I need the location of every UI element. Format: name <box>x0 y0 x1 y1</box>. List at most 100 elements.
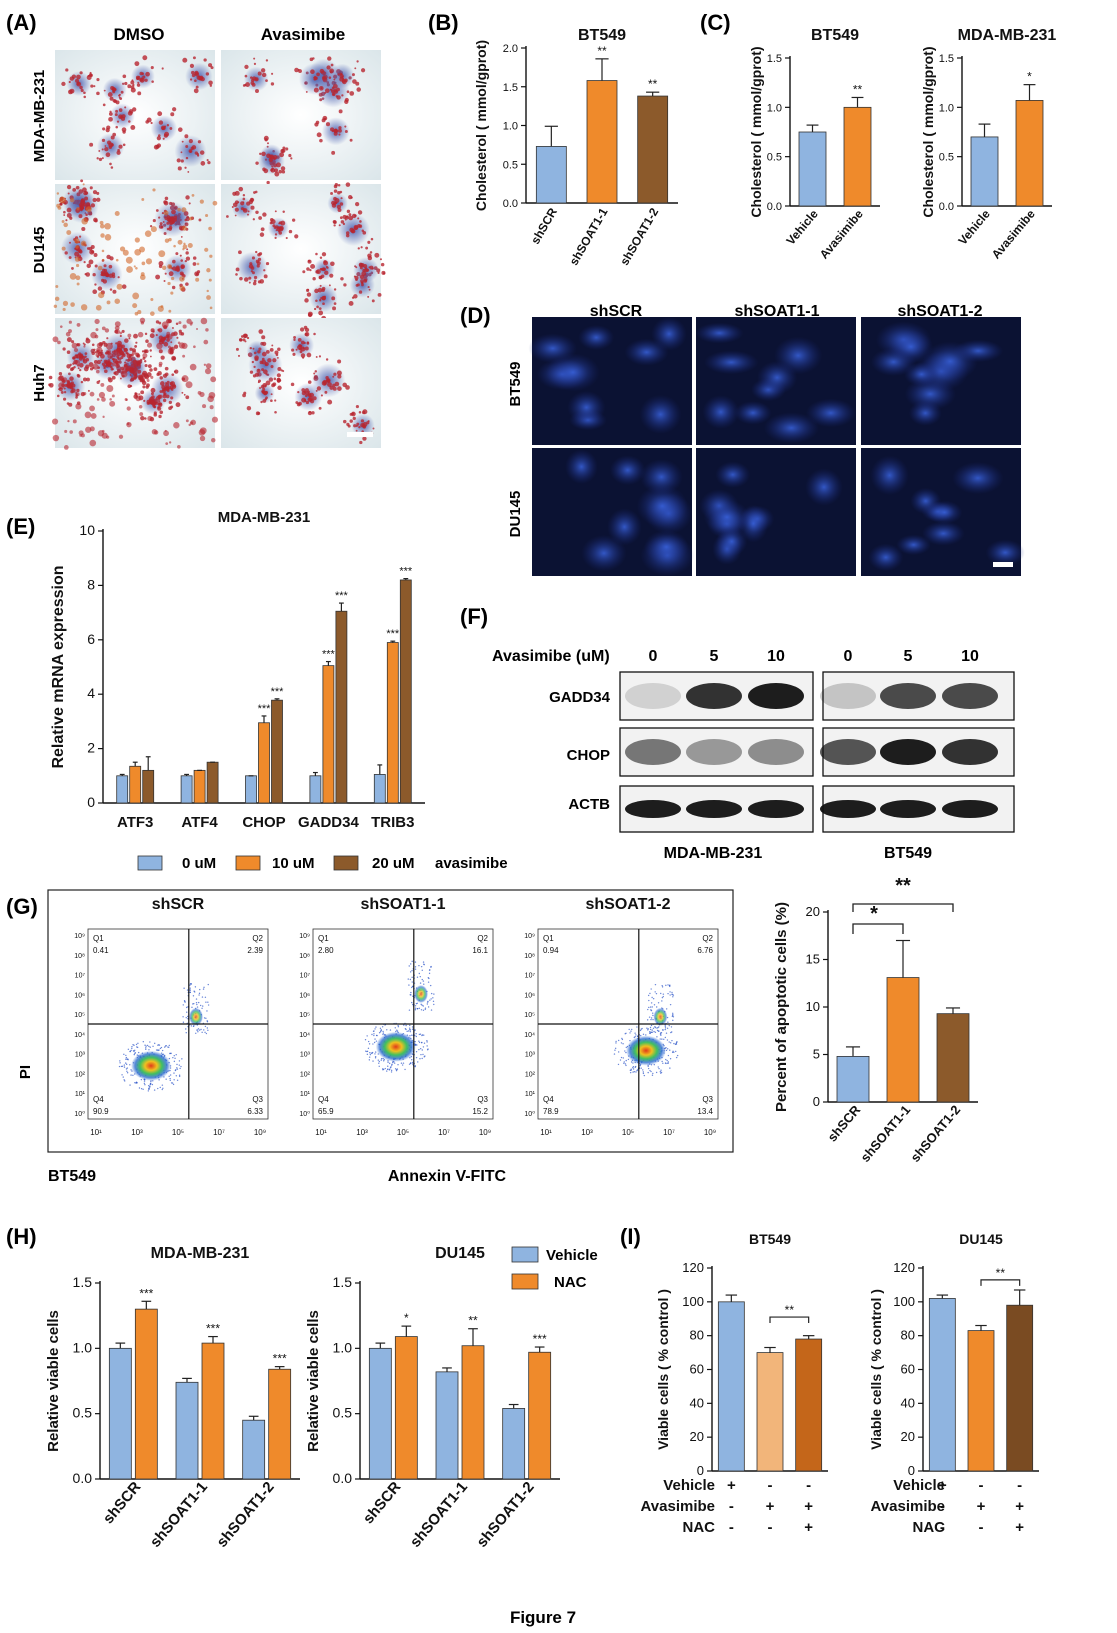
lipid-droplet <box>128 120 131 123</box>
lipid-droplet <box>93 85 96 88</box>
event-dot <box>411 1026 414 1028</box>
lipid-droplet <box>111 272 116 276</box>
event-dot <box>632 1062 634 1064</box>
lipid-droplet <box>101 326 106 331</box>
bar <box>717 1301 745 1472</box>
lipid-droplet <box>269 347 274 352</box>
lipid-droplet <box>163 133 168 138</box>
quadrant-value: 65.9 <box>318 1107 334 1116</box>
lipid-droplet <box>62 300 69 306</box>
lipid-droplet <box>159 410 164 415</box>
lipid-droplet <box>342 214 347 220</box>
lipid-droplet <box>235 273 238 276</box>
lipid-droplet <box>344 130 348 134</box>
lipid-droplet <box>185 282 189 286</box>
lipid-droplet <box>59 325 63 328</box>
event-dot <box>147 1090 150 1092</box>
y-tick-label: 0.0 <box>73 1470 93 1486</box>
event-dot <box>629 1032 631 1034</box>
event-dot <box>200 1028 202 1031</box>
lipid-droplet <box>326 266 329 269</box>
lipid-droplet <box>277 230 281 233</box>
event-dot <box>647 1071 649 1074</box>
lipid-droplet <box>101 397 106 402</box>
lipid-droplet <box>319 256 323 259</box>
lipid-droplet <box>75 245 79 249</box>
lipid-droplet <box>360 246 363 249</box>
lipid-droplet <box>118 434 124 439</box>
event-dot <box>148 1086 151 1088</box>
flow-y-tick: 10⁸ <box>524 953 535 960</box>
lipid-droplet <box>81 226 86 232</box>
lipid-droplet <box>76 323 81 327</box>
lipid-droplet <box>196 262 200 266</box>
lipid-droplet <box>121 284 127 289</box>
event-dot <box>393 1062 396 1064</box>
lipid-droplet <box>135 395 142 402</box>
lipid-droplet <box>89 142 94 147</box>
lipid-droplet <box>80 179 84 183</box>
event-dot <box>386 1068 389 1071</box>
lipid-droplet <box>175 252 179 256</box>
lipid-droplet <box>324 270 329 276</box>
lipid-droplet <box>195 85 199 89</box>
lipid-droplet <box>306 292 312 297</box>
event-dot <box>404 1068 406 1071</box>
lipid-droplet <box>144 332 148 336</box>
flow-y-tick: 10⁵ <box>524 1012 535 1019</box>
stained-cell <box>921 521 965 546</box>
lipid-droplet <box>157 111 163 117</box>
legend-0um: 0 uM <box>182 855 216 872</box>
event-dot <box>642 1033 645 1035</box>
lipid-droplet <box>78 214 83 219</box>
lipid-droplet <box>179 276 185 282</box>
lipid-droplet <box>108 116 113 122</box>
flow-y-tick: 10¹ <box>525 1091 536 1098</box>
event-dot <box>652 1012 654 1014</box>
lipid-droplet <box>265 373 268 376</box>
stained-cell <box>805 468 843 506</box>
lipid-droplet <box>237 354 241 357</box>
event-dot <box>410 994 412 996</box>
lipid-droplet <box>358 262 363 267</box>
lipid-droplet <box>52 434 60 442</box>
lipid-droplet <box>307 380 312 384</box>
event-dot <box>409 1029 411 1031</box>
event-dot <box>416 976 419 978</box>
lipid-droplet <box>66 184 72 190</box>
lipid-droplet <box>129 347 133 351</box>
lipid-droplet <box>258 329 264 334</box>
lipid-droplet <box>209 306 213 310</box>
lipid-droplet <box>361 271 367 276</box>
lipid-droplet <box>326 379 331 384</box>
lipid-droplet <box>285 147 289 151</box>
lipid-droplet <box>138 393 141 396</box>
lipid-droplet <box>332 306 337 311</box>
lipid-droplet <box>76 207 80 211</box>
lipid-droplet <box>360 68 366 73</box>
event-dot <box>387 1065 389 1067</box>
event-dot <box>661 986 664 988</box>
event-dot <box>185 1032 187 1034</box>
event-dot <box>667 1061 670 1063</box>
lipid-droplet <box>180 264 186 269</box>
lipid-droplet <box>380 262 385 267</box>
y-tick-label: 120 <box>682 1260 704 1275</box>
lipid-droplet <box>282 210 285 213</box>
lipid-droplet <box>338 126 342 130</box>
lipid-droplet <box>131 350 137 355</box>
lipid-droplet <box>85 206 92 213</box>
event-dot <box>170 1082 173 1084</box>
event-dot <box>656 1027 658 1029</box>
event-dot <box>132 1043 134 1046</box>
lipid-droplet <box>89 391 95 397</box>
event-dot <box>120 1065 123 1068</box>
lipid-droplet <box>104 328 110 333</box>
event-dot <box>613 1053 616 1055</box>
lipid-droplet <box>105 152 111 158</box>
condition-sign: + <box>804 1498 813 1515</box>
lipid-droplet <box>84 411 92 419</box>
significance-stars: ** <box>468 1314 478 1328</box>
lipid-droplet <box>190 146 194 151</box>
lipid-droplet <box>186 248 189 251</box>
